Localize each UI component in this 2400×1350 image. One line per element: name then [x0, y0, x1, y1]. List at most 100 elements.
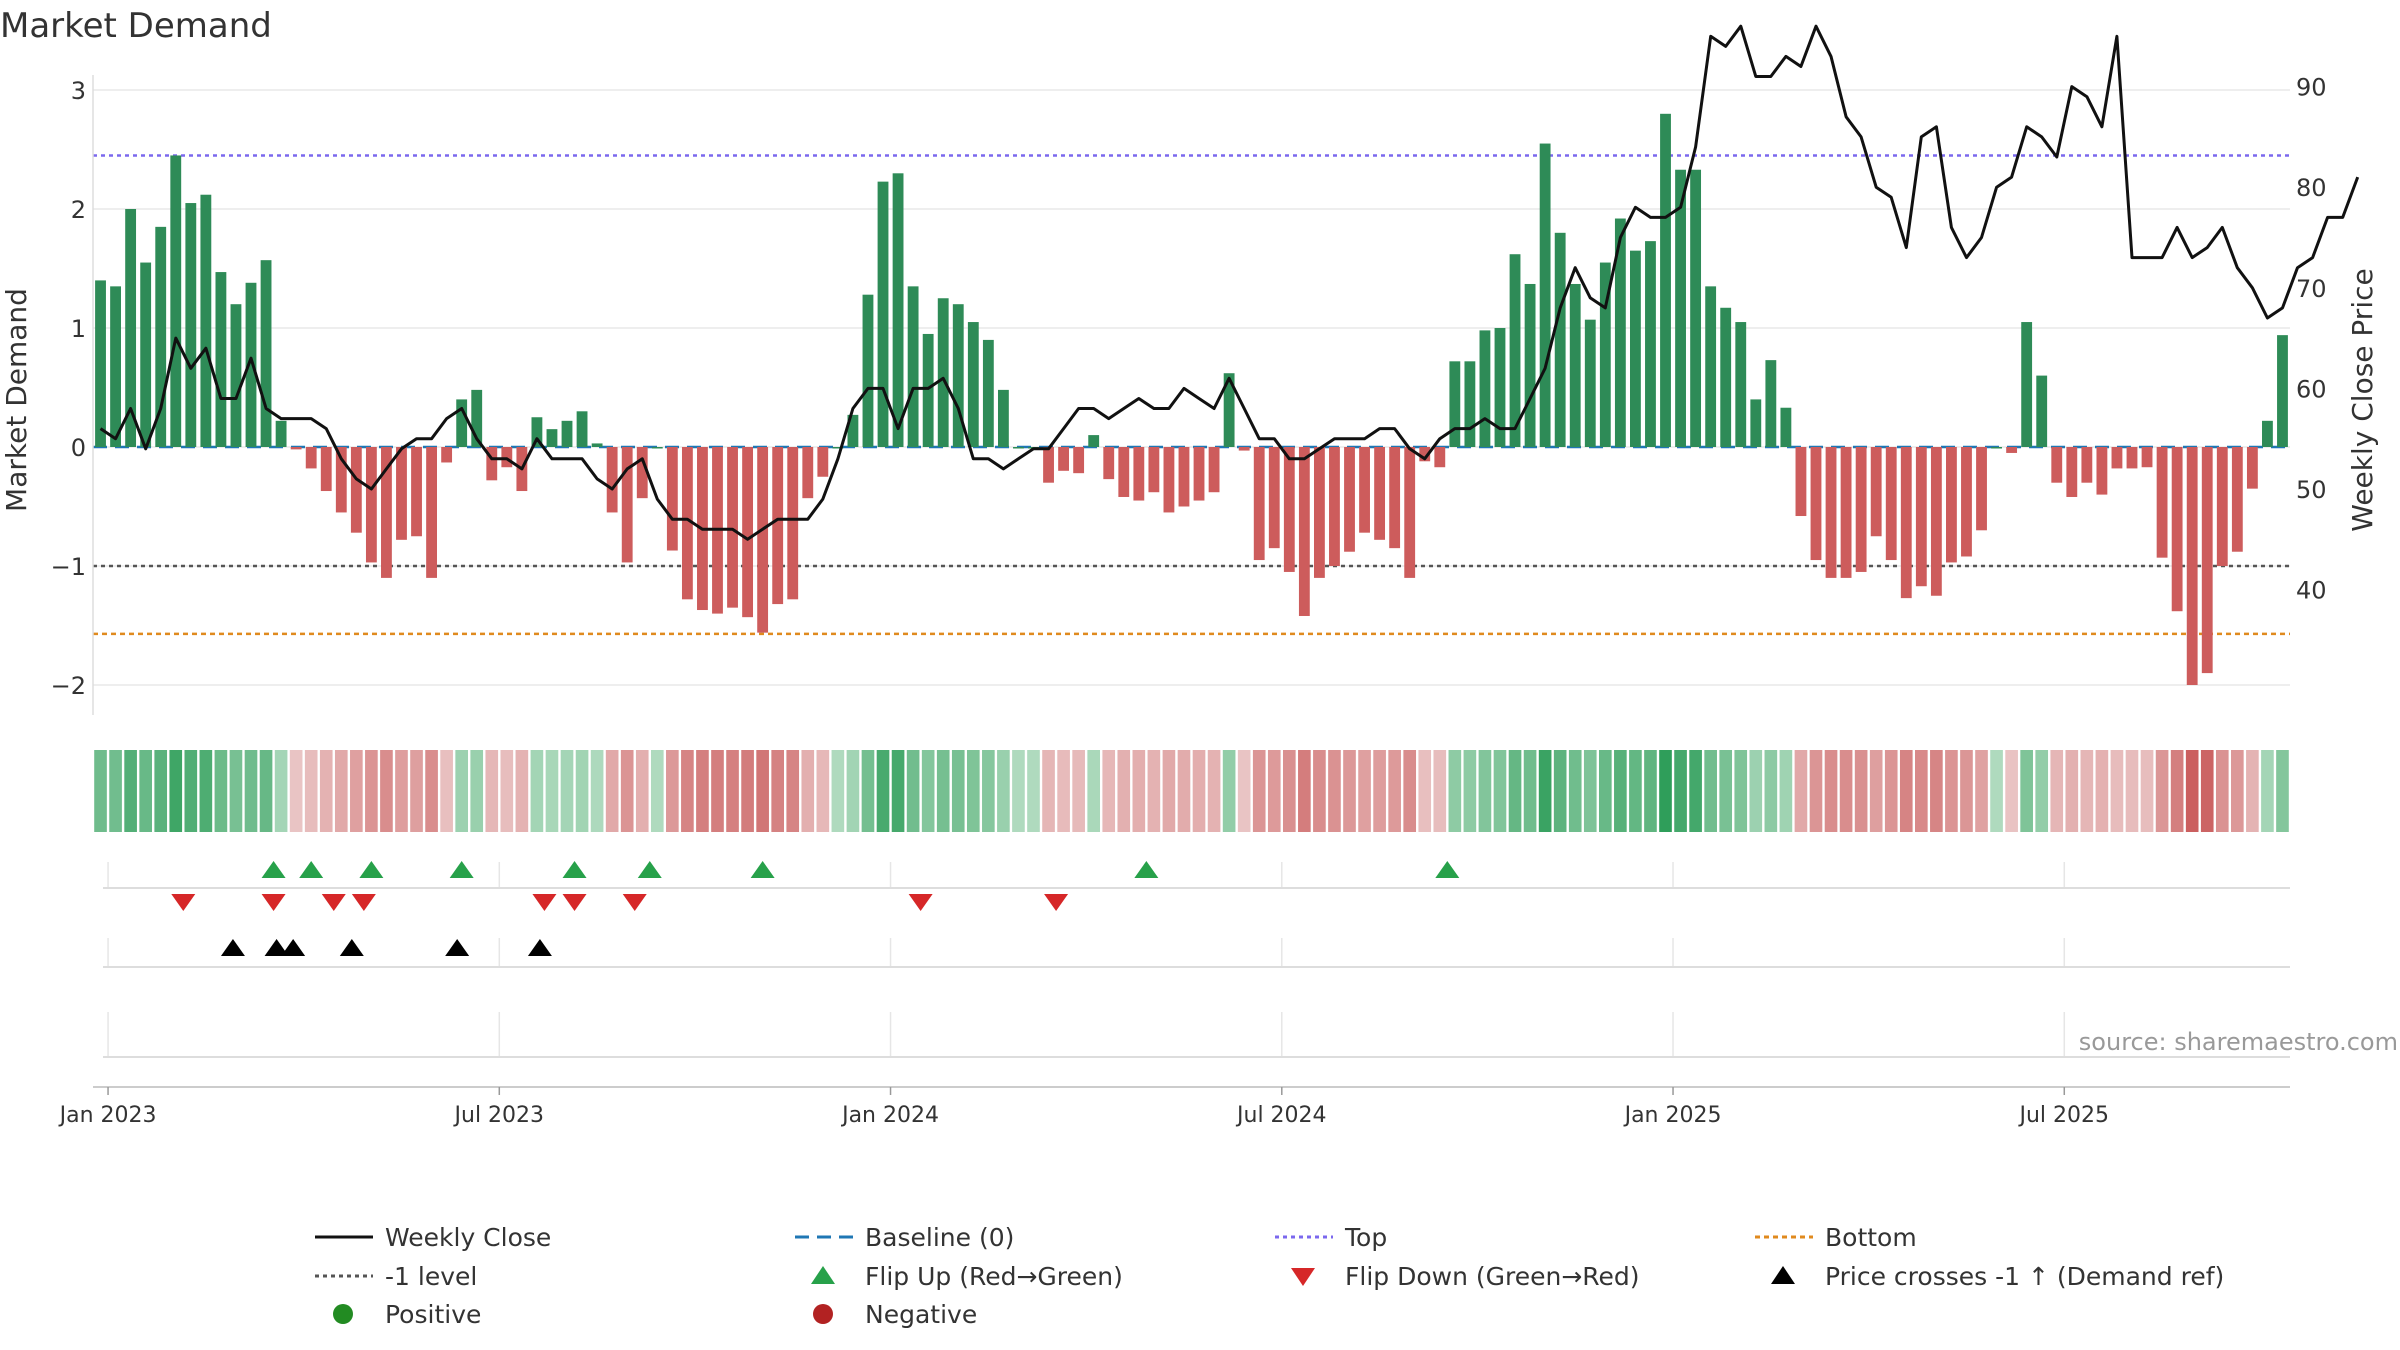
strip-cell: [1207, 750, 1221, 832]
demand-bar: [2021, 322, 2033, 447]
demand-bar: [1419, 447, 1431, 462]
demand-bar: [1885, 447, 1897, 561]
strip-cell: [876, 750, 890, 832]
x-axis: Jan 2023 Jul 2023 Jan 2024 Jul 2024 Jan 2025…: [58, 1086, 2290, 1128]
strip-cell: [1102, 750, 1116, 832]
y-tick-label: 0: [71, 434, 86, 462]
x-tick-label: Jul 2024: [1235, 1103, 1327, 1128]
demand-bar: [2096, 447, 2108, 495]
strip-cell: [1057, 750, 1070, 832]
demand-bar: [1118, 447, 1130, 497]
demand-bar: [1133, 447, 1145, 501]
price-cross-marker: [220, 939, 245, 956]
strip-cell: [1132, 750, 1146, 832]
strip-cell: [650, 750, 664, 832]
strip-cell: [545, 750, 559, 832]
y-tick-label: 3: [71, 77, 86, 105]
strip-cell: [1854, 750, 1868, 832]
strip-cell: [1373, 750, 1386, 832]
demand-bar: [2186, 447, 2198, 685]
strip-cell: [1659, 750, 1672, 832]
strip-cell: [365, 750, 378, 832]
demand-bar: [2141, 447, 2153, 468]
legend-label: Flip Down (Green→Red): [1345, 1262, 1640, 1291]
weekly-close-path: [99, 24, 2360, 541]
strip-cell: [861, 750, 875, 832]
strip-cell: [1117, 750, 1131, 832]
demand-bar: [1389, 447, 1401, 549]
strip-cell: [2261, 750, 2274, 832]
flip-up-marker: [299, 861, 324, 878]
strip-cell: [1463, 750, 1477, 832]
demand-bar: [1163, 447, 1175, 513]
strip-cell: [1282, 750, 1296, 832]
strip-cell: [1930, 750, 1943, 832]
strip-cell: [154, 750, 168, 832]
legend-label: Negative: [865, 1300, 977, 1329]
demand-bar: [531, 417, 543, 447]
strip-cell: [380, 750, 393, 832]
strip-cell: [2065, 750, 2079, 832]
strip-cell: [2035, 750, 2049, 832]
demand-bar: [1208, 447, 1220, 493]
demand-bar: [1705, 286, 1717, 447]
strip-cell: [620, 750, 634, 832]
strip-cell: [2095, 750, 2109, 832]
strip-cell: [1689, 750, 1702, 832]
price-cross-marker: [264, 939, 289, 956]
strip-cell: [816, 750, 830, 832]
strip-cell: [666, 750, 679, 832]
strip-cell: [726, 750, 739, 832]
flip-up-marker: [1435, 861, 1460, 878]
y2-tick-label: 80: [2296, 174, 2327, 202]
strip-cell: [1869, 750, 1883, 832]
demand-bar: [1675, 169, 1686, 448]
x-tick-label: Jan 2023: [58, 1103, 157, 1128]
strip-cell: [1553, 750, 1567, 832]
demand-bar: [396, 447, 407, 540]
y2-tick-label: 60: [2296, 375, 2327, 403]
strip-cell: [109, 750, 122, 832]
flip-down-marker: [171, 894, 196, 911]
strip-cell: [259, 750, 273, 832]
strip-cell: [1614, 750, 1627, 832]
strip-cell: [2215, 750, 2229, 832]
demand-bar: [1043, 447, 1054, 483]
strip-cell: [1433, 750, 1447, 832]
strip-cell: [1704, 750, 1717, 832]
demand-bar: [952, 304, 964, 447]
price-cross-marker: [281, 939, 306, 956]
flip-up-marker: [449, 861, 474, 878]
strip-cell: [1267, 750, 1281, 832]
demand-bar: [365, 447, 377, 563]
strip-cell: [2246, 750, 2259, 832]
strip-cell: [515, 750, 529, 832]
demand-bar: [1509, 254, 1521, 447]
demand-bar: [1329, 447, 1340, 566]
strip-cell: [2200, 750, 2214, 832]
demand-bar: [1013, 447, 1024, 449]
demand-bar: [350, 447, 362, 533]
demand-bar: [441, 447, 453, 463]
demand-bar: [1855, 447, 1867, 572]
demand-bar: [1599, 262, 1611, 447]
demand-bar: [1058, 447, 1070, 471]
strip-cell: [274, 750, 288, 832]
demand-bar: [1374, 447, 1386, 540]
demand-bar: [1449, 361, 1461, 447]
price-cross-marker: [445, 939, 470, 956]
demand-bar: [1434, 447, 1446, 468]
strip-cell: [711, 750, 724, 832]
strip-cell: [771, 750, 785, 832]
demand-bar: [275, 420, 287, 447]
strip-cell: [1418, 750, 1432, 832]
demand-bar: [1088, 435, 1100, 447]
demand-bars: [95, 113, 2288, 685]
demand-bar: [1479, 330, 1491, 447]
strip-cell: [560, 750, 574, 832]
strip-cell: [1734, 750, 1748, 832]
demand-bar: [215, 272, 227, 447]
strip-cell: [1598, 750, 1612, 832]
strip-cell: [124, 750, 137, 832]
strip-cell: [1042, 750, 1055, 832]
